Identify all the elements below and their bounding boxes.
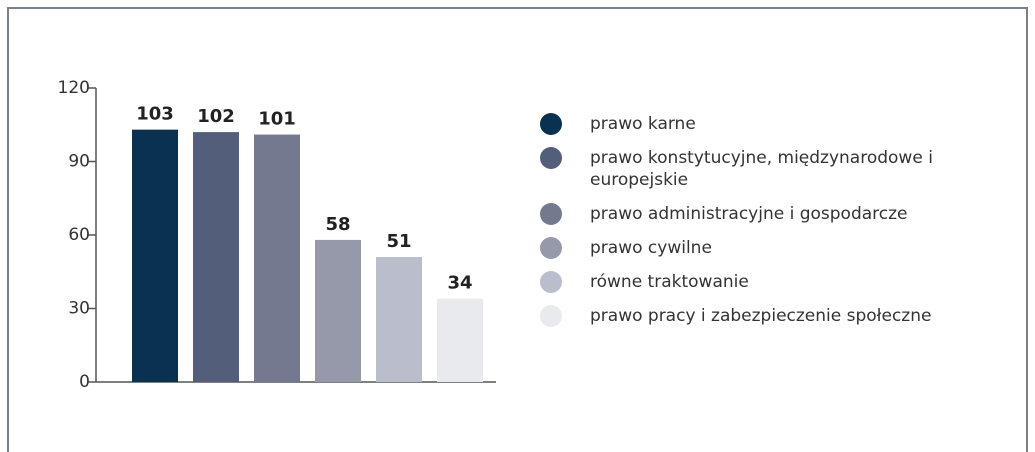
y-tick-label: 60: [68, 225, 90, 245]
bar: [315, 239, 361, 382]
legend-label: prawo administracyjne i gospodarcze: [590, 204, 908, 224]
legend-label: prawo pracy i zabezpieczenie społeczne: [590, 306, 932, 326]
y-tick-label: 120: [58, 78, 90, 98]
legend: prawo karne prawo konstytucyjne, międzyna…: [540, 113, 1010, 327]
legend-label: prawo cywilne: [590, 238, 712, 258]
legend-swatch: [540, 237, 562, 259]
bar: [437, 298, 483, 382]
legend-swatch: [540, 113, 562, 135]
y-tick-label: 0: [79, 372, 90, 392]
value-label: 58: [325, 214, 350, 235]
value-label: 101: [258, 109, 296, 130]
legend-item: prawo pracy i zabezpieczenie społeczne: [540, 305, 1010, 327]
bar: [254, 134, 300, 382]
bar: [376, 257, 422, 382]
legend-swatch: [540, 271, 562, 293]
bar: [132, 129, 178, 382]
legend-label: prawo konstytucyjne, międzynarodowe i eu…: [590, 148, 933, 190]
value-label: 103: [136, 104, 174, 125]
frame-border: [7, 7, 1028, 452]
y-tick-label: 30: [68, 299, 90, 319]
legend-swatch: [540, 305, 562, 327]
bar: [193, 132, 239, 382]
legend-swatch: [540, 147, 562, 169]
legend-swatch: [540, 203, 562, 225]
legend-item: prawo konstytucyjne, międzynarodowe i eu…: [540, 147, 1010, 191]
legend-label: równe traktowanie: [590, 272, 749, 292]
legend-item: równe traktowanie: [540, 271, 1010, 293]
legend-item: prawo administracyjne i gospodarcze: [540, 203, 1010, 225]
value-label: 34: [447, 273, 472, 294]
legend-item: prawo karne: [540, 113, 1010, 135]
y-tick-label: 90: [68, 152, 90, 172]
legend-label: prawo karne: [590, 114, 696, 134]
legend-item: prawo cywilne: [540, 237, 1010, 259]
value-label: 51: [386, 231, 411, 252]
value-label: 102: [197, 106, 235, 127]
